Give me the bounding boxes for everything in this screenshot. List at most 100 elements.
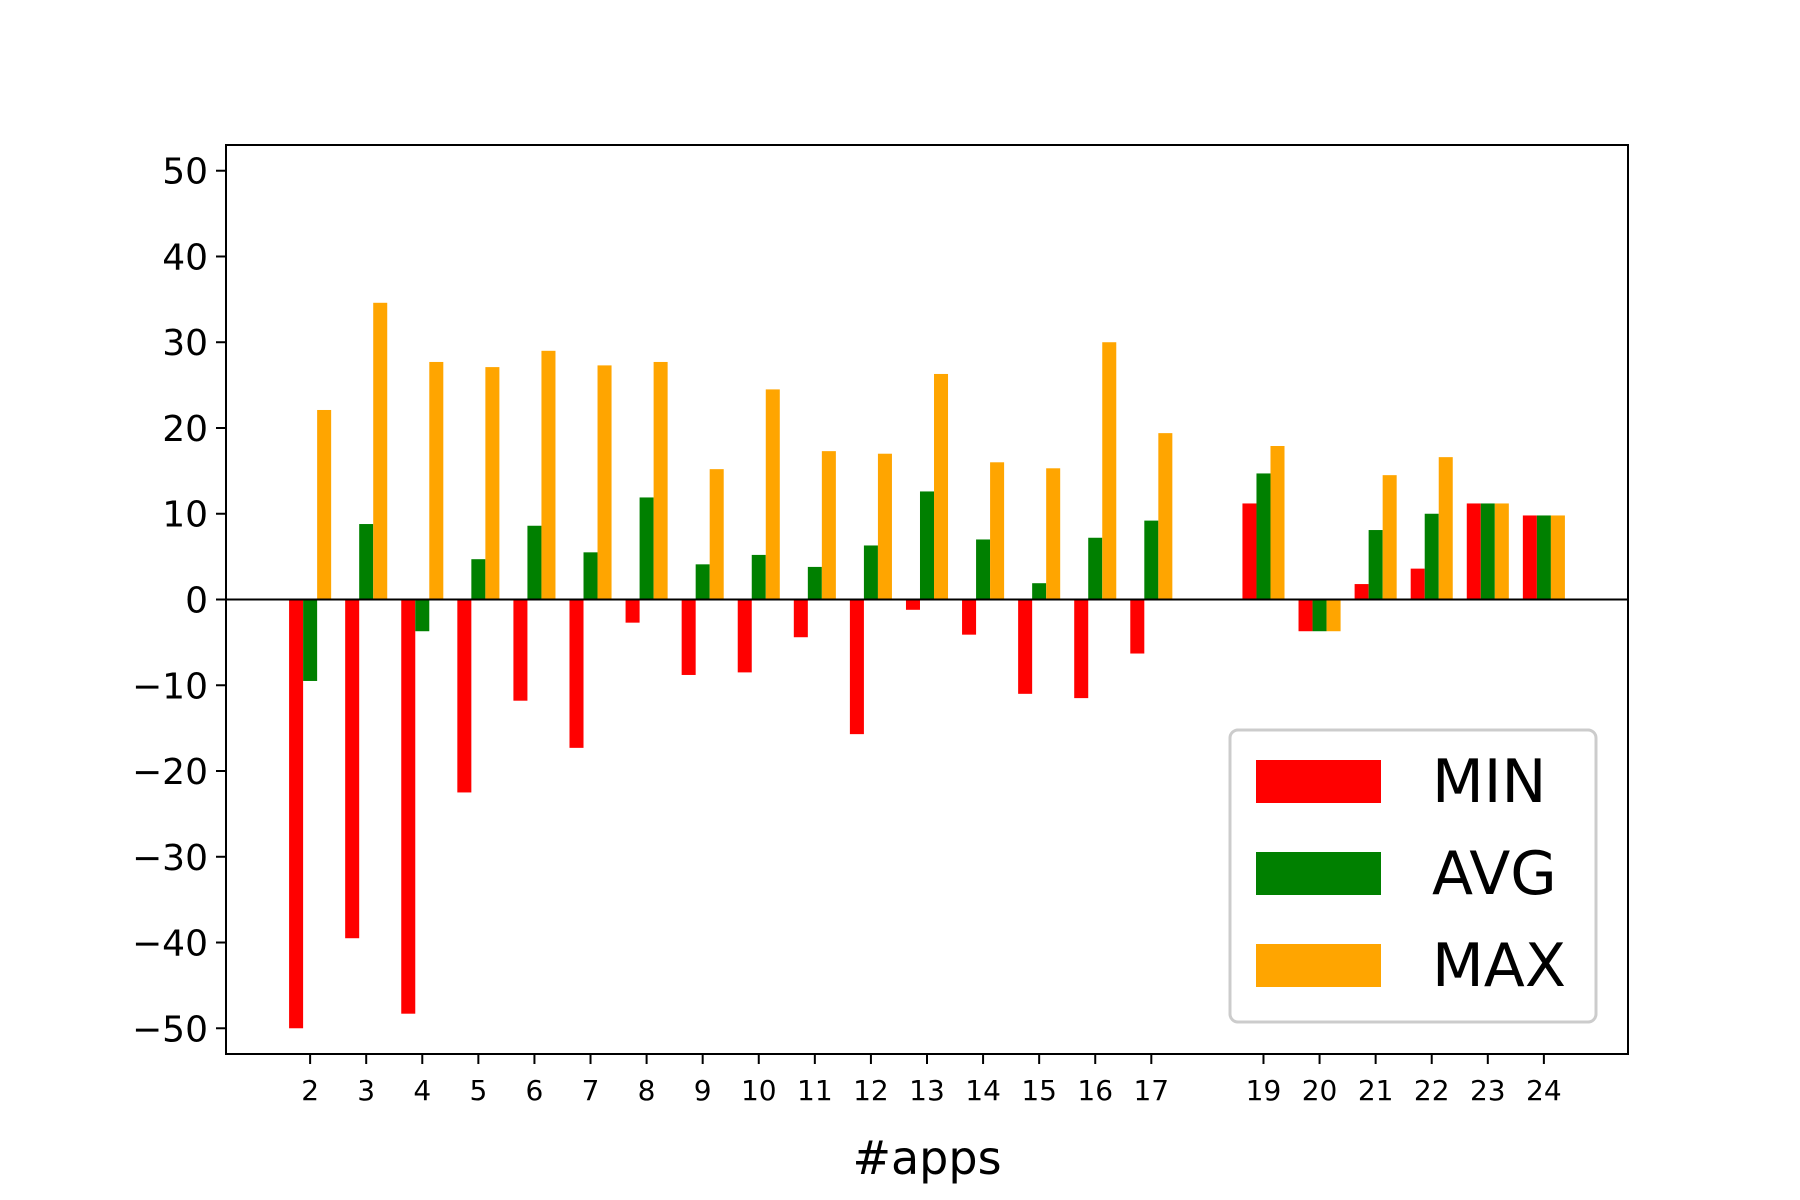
- legend: MIN AVG MAX: [1228, 728, 1598, 1024]
- bar-max-21: [1382, 475, 1397, 600]
- legend-label-max: MAX: [1432, 931, 1566, 1001]
- x-tick-label: 4: [413, 1074, 431, 1107]
- legend-label-min: MIN: [1432, 747, 1546, 817]
- x-axis-label: #apps: [852, 1131, 1001, 1185]
- x-tick-label: 15: [1021, 1074, 1057, 1107]
- bar-avg-13: [919, 491, 935, 600]
- x-tick-label: 19: [1246, 1074, 1282, 1107]
- bar-avg-16: [1088, 537, 1103, 600]
- bar-min-12: [849, 599, 864, 735]
- bar-min-14: [962, 599, 977, 635]
- bar-max-11: [821, 451, 836, 600]
- bar-max-17: [1158, 433, 1173, 600]
- bar-min-6: [513, 599, 528, 701]
- x-tick-label: 16: [1077, 1074, 1113, 1107]
- bar-max-4: [429, 361, 444, 600]
- bar-min-17: [1130, 599, 1145, 654]
- bars: [289, 302, 1565, 1029]
- x-tick-label: 21: [1358, 1074, 1394, 1107]
- x-tick-label: 14: [965, 1074, 1001, 1107]
- bar-min-4: [401, 599, 416, 1014]
- bar-max-22: [1438, 457, 1453, 600]
- y-tick-label: −40: [132, 924, 208, 965]
- bar-min-5: [457, 599, 472, 793]
- x-tick-label: 10: [741, 1074, 777, 1107]
- bar-max-8: [653, 361, 668, 600]
- legend-label-avg: AVG: [1432, 839, 1557, 909]
- x-tick-label: 22: [1414, 1074, 1450, 1107]
- bar-max-20: [1326, 599, 1341, 632]
- bar-avg-20: [1312, 599, 1327, 632]
- legend-swatch-min: [1256, 760, 1381, 803]
- bar-max-16: [1102, 342, 1117, 600]
- bar-avg-3: [359, 524, 374, 600]
- legend-swatch-avg: [1256, 852, 1381, 895]
- bar-avg-14: [976, 539, 991, 600]
- bar-min-9: [681, 599, 696, 675]
- bar-avg-7: [583, 552, 598, 600]
- bar-avg-8: [639, 497, 654, 600]
- y-tick-label: −30: [132, 838, 208, 879]
- bar-min-13: [905, 599, 920, 610]
- x-tick-label: 8: [638, 1074, 656, 1107]
- bar-avg-5: [471, 559, 486, 600]
- bar-min-3: [345, 599, 360, 939]
- x-tick-label: 17: [1133, 1074, 1169, 1107]
- x-tick-label: 20: [1302, 1074, 1338, 1107]
- bar-avg-19: [1256, 473, 1271, 600]
- bar-min-15: [1018, 599, 1033, 694]
- y-tick-label: 0: [185, 581, 208, 622]
- bar-max-5: [485, 367, 500, 600]
- x-tick-label: 5: [469, 1074, 487, 1107]
- bar-max-7: [597, 365, 612, 600]
- bar-min-22: [1410, 568, 1425, 600]
- bar-min-21: [1354, 584, 1369, 600]
- bar-min-23: [1466, 503, 1481, 600]
- bar-avg-21: [1368, 530, 1383, 600]
- y-tick-label: −20: [132, 752, 208, 793]
- x-tick-label: 13: [909, 1074, 945, 1107]
- bar-min-16: [1074, 599, 1089, 699]
- legend-swatch-max: [1256, 944, 1381, 987]
- bar-avg-9: [695, 564, 710, 600]
- x-tick-label: 23: [1470, 1074, 1506, 1107]
- bar-avg-11: [807, 566, 822, 600]
- y-tick-label: 30: [162, 323, 208, 364]
- y-tick-label: 20: [162, 409, 208, 450]
- y-tick-label: 50: [162, 152, 208, 193]
- y-tick-label: −50: [132, 1009, 208, 1050]
- bar-min-8: [625, 599, 640, 623]
- bar-avg-22: [1424, 513, 1439, 600]
- bar-max-9: [709, 469, 724, 600]
- y-tick-label: 40: [162, 237, 208, 278]
- x-tick-label: 12: [853, 1074, 889, 1107]
- y-tick-label: 10: [162, 495, 208, 536]
- bar-avg-10: [751, 554, 766, 600]
- bar-max-23: [1494, 503, 1509, 600]
- bar-max-3: [373, 302, 388, 600]
- bar-avg-15: [1032, 583, 1047, 600]
- bar-max-6: [541, 350, 556, 600]
- bar-min-10: [737, 599, 752, 673]
- bar-avg-4: [415, 599, 430, 632]
- bar-min-19: [1242, 503, 1257, 600]
- bar-max-2: [317, 409, 332, 600]
- bar-min-24: [1522, 515, 1537, 600]
- x-tick-label: 6: [526, 1074, 544, 1107]
- bar-max-15: [1046, 468, 1061, 600]
- bar-max-24: [1550, 515, 1565, 600]
- x-tick-label: 11: [797, 1074, 833, 1107]
- bar-max-12: [877, 453, 892, 600]
- x-tick-label: 3: [357, 1074, 375, 1107]
- bar-min-2: [289, 599, 304, 1029]
- bar-avg-6: [527, 525, 542, 600]
- bar-avg-17: [1144, 520, 1159, 600]
- x-tick-label: 24: [1526, 1074, 1562, 1107]
- bar-avg-23: [1480, 503, 1495, 600]
- x-axis: 2 3 4 5 6 7 8 9 10 11 12 13 14 15 16 17 19 20 21 22 23 24: [301, 1054, 1562, 1107]
- y-axis: −50 −40 −30 −20 −10 0 10 20 30 40 50: [132, 152, 226, 1050]
- bar-max-14: [990, 462, 1005, 600]
- x-tick-label: 2: [301, 1074, 319, 1107]
- bar-min-11: [793, 599, 808, 638]
